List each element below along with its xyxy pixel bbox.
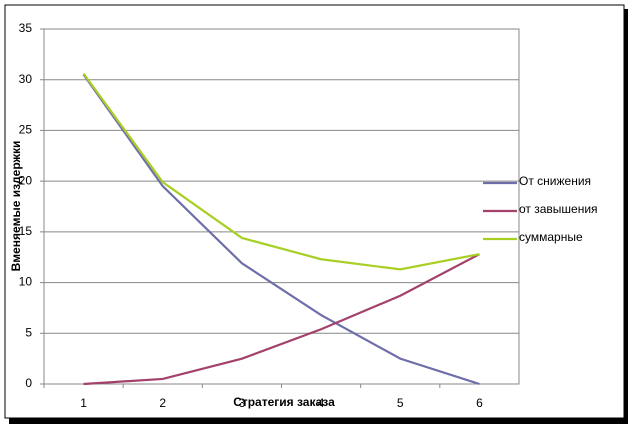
y-tick-label: 0 xyxy=(25,376,32,390)
legend-label: суммарные xyxy=(519,230,583,244)
y-tick-label: 15 xyxy=(19,224,33,238)
y-tick-label: 20 xyxy=(19,173,33,187)
x-tick-label: 2 xyxy=(159,396,166,410)
legend-label: От снижения xyxy=(519,174,591,188)
y-tick-label: 25 xyxy=(19,123,33,137)
y-tick-label: 35 xyxy=(19,21,33,35)
plot-area xyxy=(43,28,520,385)
x-tick-label: 3 xyxy=(239,396,246,410)
series-line xyxy=(82,74,480,386)
x-tick-label: 6 xyxy=(476,396,483,410)
x-tick-label: 1 xyxy=(80,396,87,410)
x-axis-title: Стратегия заказа xyxy=(233,395,335,409)
x-tick-label: 4 xyxy=(318,396,325,410)
y-tick-label: 5 xyxy=(25,325,32,339)
x-tick-label: 5 xyxy=(397,396,404,410)
legend-label: от завышения xyxy=(519,202,598,216)
y-tick-label: 30 xyxy=(19,72,33,86)
y-tick-label: 10 xyxy=(19,275,33,289)
y-axis-title: Вменяемые издержки xyxy=(9,141,23,272)
series-line xyxy=(83,253,480,386)
series-line xyxy=(82,72,480,271)
